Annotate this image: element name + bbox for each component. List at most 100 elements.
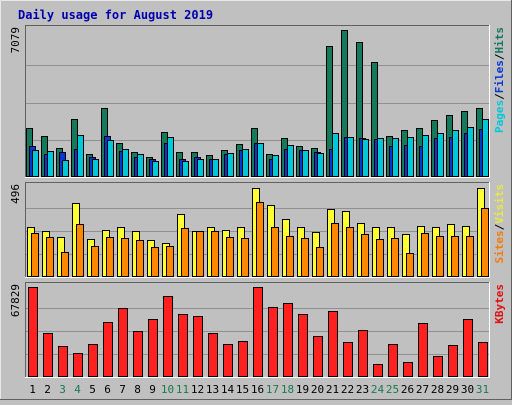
- bar: [478, 342, 488, 377]
- x-tick-label: 28: [431, 383, 444, 396]
- bar: [211, 231, 219, 277]
- x-tick-label: 16: [251, 383, 264, 396]
- x-tick-label: 4: [74, 383, 81, 396]
- legend-part: Visits: [493, 184, 506, 224]
- x-tick-label: 7: [119, 383, 126, 396]
- legend-part: Files: [493, 60, 506, 93]
- bar: [377, 138, 384, 177]
- bar: [28, 287, 38, 377]
- bar: [121, 238, 129, 277]
- bar: [181, 228, 189, 277]
- bar: [182, 161, 189, 177]
- bar: [197, 159, 204, 177]
- bar: [376, 239, 384, 277]
- bar: [88, 344, 98, 377]
- bar: [133, 331, 143, 377]
- bar: [433, 356, 443, 377]
- bar: [92, 159, 99, 177]
- bar: [343, 342, 353, 377]
- x-tick-label: 21: [326, 383, 339, 396]
- bar: [347, 137, 354, 177]
- x-tick-label: 8: [134, 383, 141, 396]
- legend-part: Pages: [493, 100, 506, 133]
- bar: [253, 287, 263, 377]
- bar: [152, 161, 159, 177]
- bar: [373, 364, 383, 377]
- bar: [436, 236, 444, 277]
- bar: [196, 231, 204, 277]
- bar: [122, 149, 129, 177]
- bar: [463, 319, 473, 377]
- legend-part: KBytes: [493, 284, 506, 324]
- bar: [166, 246, 174, 277]
- bar: [47, 151, 54, 177]
- bar: [77, 135, 84, 177]
- bar: [437, 133, 444, 177]
- bar: [448, 345, 458, 377]
- x-axis-labels: 1 2 3 4 5 6 7 8 9 10 11 12 13 14 15 16 17 18 19 20 21 22 23 24 2…: [29, 383, 489, 396]
- x-tick-label: 14: [221, 383, 235, 396]
- x-tick-label: 17: [266, 383, 279, 396]
- bar: [178, 314, 188, 377]
- x-tick-label: 12: [191, 383, 204, 396]
- bar: [107, 140, 114, 177]
- legend-part: Hits: [493, 27, 506, 54]
- x-tick-label: 29: [446, 383, 459, 396]
- bar: [298, 314, 308, 377]
- bar: [226, 237, 234, 277]
- bar: [137, 154, 144, 177]
- bar: [212, 159, 219, 177]
- x-tick-label: 2: [44, 383, 51, 396]
- bar: [388, 344, 398, 377]
- bar: [332, 133, 339, 177]
- bar: [452, 130, 459, 177]
- bar: [208, 333, 218, 377]
- bar: [256, 202, 264, 277]
- legend-part: /: [493, 223, 506, 230]
- x-tick-label: 13: [206, 383, 219, 396]
- x-tick-label: 24: [371, 383, 385, 396]
- x-tick-label: 26: [401, 383, 414, 396]
- bar: [316, 247, 324, 277]
- bar: [136, 240, 144, 277]
- bar: [481, 208, 489, 277]
- bar: [148, 319, 158, 377]
- x-tick-label: 15: [236, 383, 249, 396]
- bar: [346, 227, 354, 277]
- bar: [268, 307, 278, 377]
- bar: [466, 236, 474, 277]
- panel-legend-text: Sites/Visits: [493, 184, 506, 264]
- bar: [46, 237, 54, 277]
- legend-part: /: [493, 53, 506, 60]
- bar: [482, 119, 489, 177]
- bar: [103, 322, 113, 377]
- bar: [76, 224, 84, 277]
- bar: [286, 236, 294, 277]
- bar: [91, 246, 99, 277]
- x-tick-label: 9: [149, 383, 156, 396]
- bar: [223, 344, 233, 377]
- bar: [287, 145, 294, 177]
- legend-part: /: [493, 93, 506, 100]
- panels-layer: 7079Pages/Files/Hits496Sites/Visits67829…: [9, 25, 506, 378]
- bar: [241, 238, 249, 277]
- panel-legend-text: KBytes: [493, 284, 506, 324]
- bar: [151, 247, 159, 277]
- bar: [32, 150, 39, 177]
- bar: [361, 234, 369, 277]
- bar: [391, 238, 399, 277]
- bar: [257, 143, 264, 177]
- bar: [421, 233, 429, 277]
- bar: [467, 127, 474, 177]
- bar: [163, 296, 173, 377]
- bar: [301, 238, 309, 277]
- bar: [422, 135, 429, 177]
- bar: [106, 237, 114, 277]
- bar: [61, 252, 69, 277]
- bar: [238, 341, 248, 377]
- x-tick-label: 22: [341, 383, 354, 396]
- x-tick-label: 23: [356, 383, 369, 396]
- x-tick-label: 5: [89, 383, 96, 396]
